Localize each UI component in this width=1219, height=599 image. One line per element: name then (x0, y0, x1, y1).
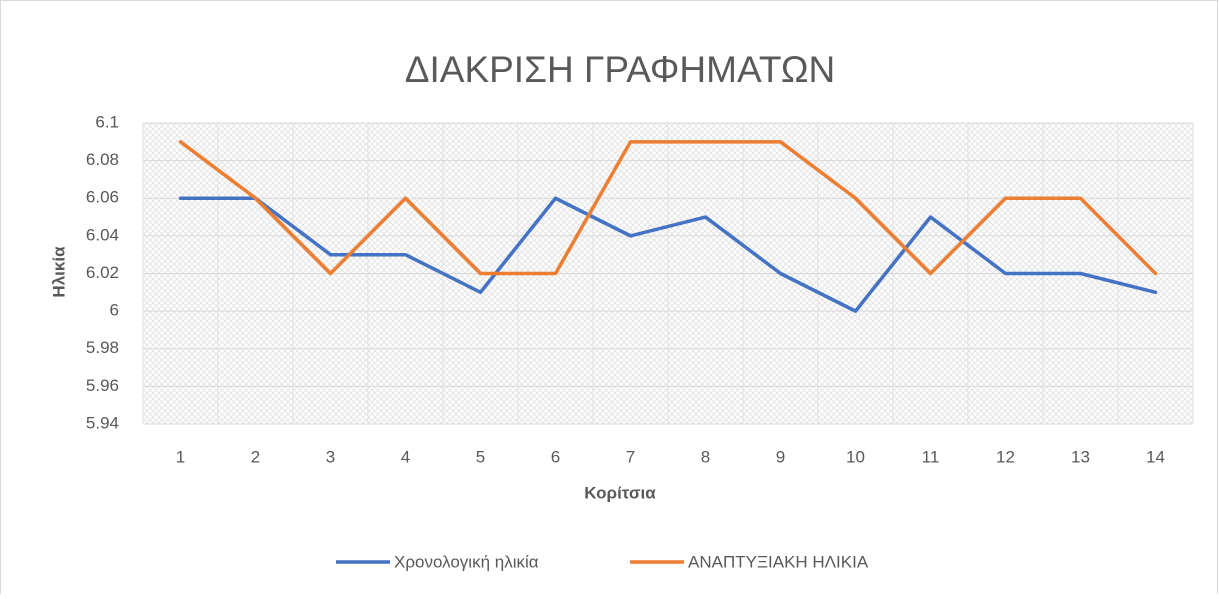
chart-title: ΔΙΑΚΡΙΣΗ ΓΡΑΦΗΜΑΤΩΝ (405, 49, 835, 90)
legend-label: ΑΝΑΠΤΥΞΙΑΚΗ ΗΛΙΚΙΑ (688, 552, 869, 571)
x-tick-label: 7 (626, 447, 635, 466)
x-tick-label: 5 (476, 447, 485, 466)
series-line (178, 196, 1158, 313)
y-tick-label: 6.08 (86, 150, 119, 169)
x-axis-label: Κορίτσια (584, 483, 656, 502)
x-tick-label: 10 (846, 447, 865, 466)
y-tick-label: 6.04 (86, 225, 119, 244)
x-tick-label: 4 (401, 447, 410, 466)
y-tick-label: 6.02 (86, 263, 119, 282)
x-tick-label: 2 (251, 447, 260, 466)
x-tick-label: 3 (326, 447, 335, 466)
x-tick-label: 8 (701, 447, 710, 466)
x-tick-label: 9 (776, 447, 785, 466)
y-tick-label: 5.96 (86, 376, 119, 395)
series-line (178, 140, 1158, 276)
x-tick-label: 11 (922, 447, 940, 466)
x-tick-label: 13 (1071, 447, 1090, 466)
legend-label: Χρονολογική ηλικία (394, 552, 539, 571)
y-tick-label: 6.1 (95, 112, 119, 131)
x-tick-label: 12 (996, 447, 1015, 466)
y-tick-label: 5.94 (86, 413, 119, 432)
x-tick-label: 1 (176, 447, 185, 466)
x-tick-label: 6 (551, 447, 560, 466)
y-axis-label: Ηλικία (49, 246, 68, 298)
x-tick-label: 14 (1146, 447, 1165, 466)
y-tick-label: 5.98 (86, 338, 119, 357)
y-tick-label: 6.06 (86, 188, 119, 207)
y-tick-label: 6 (110, 301, 119, 320)
